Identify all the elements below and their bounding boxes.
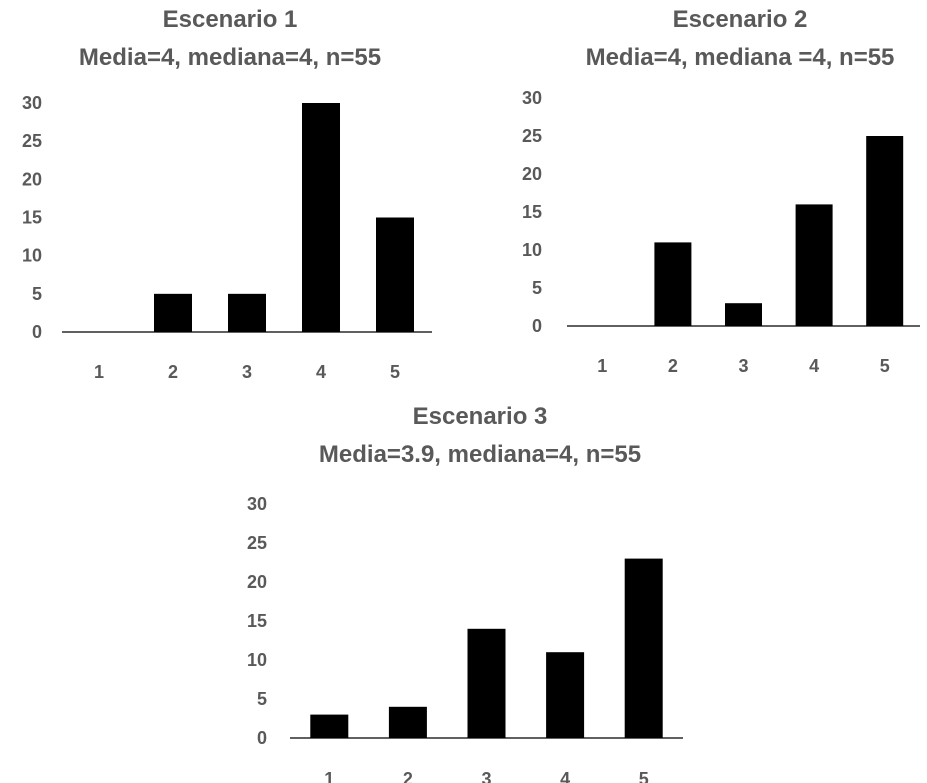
bar-3 — [228, 293, 266, 332]
x-tick-label: 4 — [316, 362, 326, 382]
y-tick-label: 15 — [522, 202, 542, 222]
y-tick-label: 0 — [257, 728, 267, 748]
chart-title: Escenario 1 — [162, 6, 298, 33]
y-tick-label: 0 — [32, 322, 42, 342]
bar-5 — [866, 136, 904, 326]
x-tick-label: 2 — [168, 362, 178, 382]
bar-4 — [795, 204, 833, 326]
y-tick-label: 30 — [522, 88, 542, 108]
y-tick-label: 20 — [247, 572, 267, 592]
chart-escenario-1: Escenario 1 Media=4, mediana=4, n=55 0 5 1… — [0, 0, 460, 390]
chart-escenario-3: Escenario 3 Media=3.9, mediana=4, n=55 0… — [230, 395, 700, 783]
chart-plot: 0 5 10 15 20 25 30 1 2 3 4 5 — [522, 88, 920, 376]
y-tick-label: 5 — [532, 278, 542, 298]
chart-subtitle: Media=3.9, mediana=4, n=55 — [318, 441, 642, 468]
chart-plot: 0 5 10 15 20 25 30 1 2 3 4 5 — [247, 494, 683, 783]
y-tick-label: 25 — [522, 126, 542, 146]
y-tick-label: 10 — [247, 650, 267, 670]
x-tick-label: 3 — [738, 356, 748, 376]
y-tick-label: 10 — [22, 246, 42, 266]
y-tick-label: 20 — [522, 164, 542, 184]
y-tick-label: 0 — [532, 316, 542, 336]
y-tick-label: 30 — [247, 494, 267, 514]
bar-2 — [154, 293, 192, 332]
bar-3 — [467, 628, 506, 738]
x-tick-label: 5 — [639, 769, 649, 783]
bar-5 — [376, 217, 414, 332]
y-tick-label: 20 — [22, 169, 42, 189]
bar-4 — [302, 103, 340, 332]
x-tick-label: 5 — [880, 356, 890, 376]
x-tick-label: 2 — [668, 356, 678, 376]
bar-3 — [725, 303, 762, 326]
x-tick-label: 4 — [560, 769, 570, 783]
bar-1 — [310, 714, 349, 738]
chart-escenario-2: Escenario 2 Media=4, mediana =4, n=55 0 5… — [490, 0, 927, 390]
y-tick-label: 15 — [247, 611, 267, 631]
x-tick-label: 2 — [403, 769, 413, 783]
y-tick-label: 30 — [22, 93, 42, 113]
x-tick-label: 3 — [481, 769, 491, 783]
y-tick-label: 25 — [22, 131, 42, 151]
chart-plot: 0 5 10 15 20 25 30 1 2 3 4 5 — [22, 93, 432, 382]
y-tick-label: 5 — [257, 689, 267, 709]
chart-subtitle: Media=4, mediana=4, n=55 — [78, 44, 382, 71]
bar-5 — [624, 558, 663, 738]
x-tick-label: 4 — [809, 356, 819, 376]
bar-2 — [388, 706, 427, 738]
bar-4 — [546, 652, 585, 738]
chart-title: Escenario 3 — [412, 403, 548, 430]
x-tick-label: 3 — [242, 362, 252, 382]
y-tick-label: 5 — [32, 284, 42, 304]
y-tick-label: 10 — [522, 240, 542, 260]
chart-title: Escenario 2 — [672, 6, 808, 33]
chart-subtitle: Media=4, mediana =4, n=55 — [585, 44, 895, 71]
x-tick-label: 1 — [94, 362, 104, 382]
y-tick-label: 15 — [22, 208, 42, 228]
x-tick-label: 1 — [324, 769, 334, 783]
x-tick-label: 5 — [390, 362, 400, 382]
y-tick-label: 25 — [247, 533, 267, 553]
x-tick-label: 1 — [597, 356, 607, 376]
bar-2 — [654, 242, 692, 326]
